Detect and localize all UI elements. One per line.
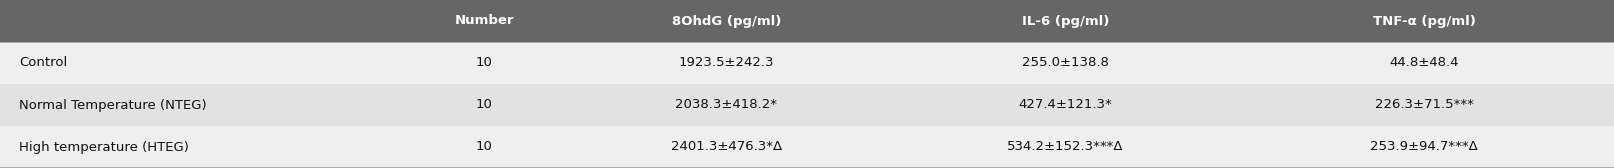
Bar xyxy=(412,42,557,84)
Text: 253.9±94.7***Δ: 253.9±94.7***Δ xyxy=(1370,140,1478,154)
Bar xyxy=(0,84,412,126)
Text: Control: Control xyxy=(19,56,68,70)
Bar xyxy=(1235,42,1614,84)
Bar xyxy=(1235,84,1614,126)
Bar xyxy=(1235,0,1614,42)
Text: 2038.3±418.2*: 2038.3±418.2* xyxy=(675,98,778,112)
Bar xyxy=(412,126,557,168)
Text: 2401.3±476.3*Δ: 2401.3±476.3*Δ xyxy=(671,140,781,154)
Text: 10: 10 xyxy=(476,140,492,154)
Bar xyxy=(896,126,1235,168)
Text: 8OhdG (pg/ml): 8OhdG (pg/ml) xyxy=(671,14,781,28)
Bar xyxy=(0,42,1614,43)
Bar xyxy=(412,0,557,42)
Text: 1923.5±242.3: 1923.5±242.3 xyxy=(678,56,775,70)
Text: 226.3±71.5***: 226.3±71.5*** xyxy=(1375,98,1474,112)
Text: High temperature (HTEG): High temperature (HTEG) xyxy=(19,140,189,154)
Bar xyxy=(557,42,896,84)
Bar xyxy=(412,84,557,126)
Text: 427.4±121.3*: 427.4±121.3* xyxy=(1018,98,1112,112)
Text: 255.0±138.8: 255.0±138.8 xyxy=(1022,56,1109,70)
Bar xyxy=(557,84,896,126)
Bar xyxy=(0,42,412,84)
Text: TNF-α (pg/ml): TNF-α (pg/ml) xyxy=(1374,14,1475,28)
Text: Number: Number xyxy=(455,14,513,28)
Text: 44.8±48.4: 44.8±48.4 xyxy=(1390,56,1459,70)
Bar xyxy=(1235,126,1614,168)
Bar xyxy=(557,126,896,168)
Bar xyxy=(0,126,412,168)
Bar xyxy=(896,0,1235,42)
Bar xyxy=(896,42,1235,84)
Text: IL-6 (pg/ml): IL-6 (pg/ml) xyxy=(1022,14,1109,28)
Bar xyxy=(0,0,412,42)
Text: Normal Temperature (NTEG): Normal Temperature (NTEG) xyxy=(19,98,207,112)
Text: 10: 10 xyxy=(476,98,492,112)
Text: 10: 10 xyxy=(476,56,492,70)
Text: 534.2±152.3***Δ: 534.2±152.3***Δ xyxy=(1007,140,1123,154)
Bar xyxy=(557,0,896,42)
Bar xyxy=(896,84,1235,126)
Bar xyxy=(0,167,1614,168)
